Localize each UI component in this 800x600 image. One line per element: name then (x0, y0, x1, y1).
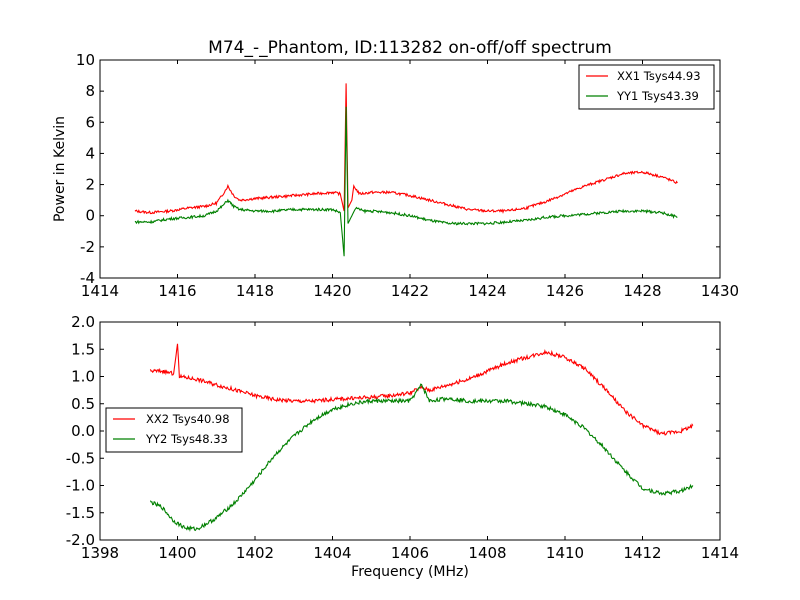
x-tick-label: 1412 (623, 544, 661, 562)
x-tick-label: 1420 (313, 282, 351, 300)
y-tick-label: 0.0 (71, 422, 95, 440)
bottom-y-ticks: -2.0 -1.5 -1.0 -0.5 0.0 0.5 1.0 1.5 2.0 (66, 313, 720, 549)
x-tick-label: 1418 (236, 282, 274, 300)
y-tick-label: 2 (85, 176, 95, 194)
y-tick-label: -4 (80, 269, 95, 287)
bottom-x-axis-label: Frequency (MHz) (351, 564, 469, 580)
legend-label-yy1: YY1 Tsys43.39 (616, 89, 699, 103)
top-series-line-2 (134, 106, 678, 257)
x-tick-label: 1422 (391, 282, 429, 300)
y-tick-label: 0.5 (71, 395, 95, 413)
top-legend: XX1 Tsys44.93 YY1 Tsys43.39 (578, 64, 715, 110)
x-tick-label: 1406 (391, 544, 429, 562)
bottom-x-ticks: 1398 1400 1402 1404 1406 1408 1410 1412 1414 (81, 322, 739, 562)
x-tick-label: 1410 (546, 544, 584, 562)
legend-label-xx1: XX1 Tsys44.93 (617, 69, 701, 83)
x-tick-label: 1416 (158, 282, 196, 300)
y-tick-label: -2.0 (66, 531, 95, 549)
y-tick-label: -2 (80, 238, 95, 256)
bottom-series-lines (149, 343, 694, 532)
top-spectrum-panel: 1414 1416 1418 1420 1422 1424 1426 1428 1430 -4-… (52, 51, 739, 300)
x-tick-label: 1408 (468, 544, 506, 562)
top-x-ticks: 1414 1416 1418 1420 1422 1424 1426 1428 1430 (81, 60, 739, 300)
y-tick-label: 8 (85, 82, 95, 100)
x-tick-label: 1426 (546, 282, 584, 300)
bottom-series-line-2 (149, 383, 694, 532)
top-y-axis-label: Power in Kelvin (52, 116, 68, 222)
y-tick-label: 4 (85, 144, 95, 162)
x-tick-label: 1400 (158, 544, 196, 562)
x-tick-label: 1402 (236, 544, 274, 562)
top-legend-box (578, 64, 715, 110)
x-tick-label: 1398 (81, 544, 119, 562)
y-tick-label: -1.5 (66, 504, 95, 522)
x-tick-label: 1404 (313, 544, 351, 562)
y-tick-label: 6 (85, 113, 95, 131)
x-tick-label: 1430 (701, 282, 739, 300)
x-tick-label: 1428 (623, 282, 661, 300)
y-tick-label: -0.5 (66, 449, 95, 467)
y-tick-label: 10 (76, 51, 95, 69)
top-series-line-1 (134, 83, 678, 215)
bottom-legend: XX2 Tsys40.98 YY2 Tsys48.33 (105, 407, 243, 453)
top-y-ticks: -4 -2 0 2 4 6 8 10 (76, 51, 720, 287)
top-series-lines (134, 83, 678, 257)
chart-title: M74_-_Phantom, ID:113282 on-off/off spec… (208, 38, 612, 58)
legend-label-yy2: YY2 Tsys48.33 (145, 432, 228, 446)
y-tick-label: 1.0 (71, 368, 95, 386)
y-tick-label: 0 (85, 207, 95, 225)
bottom-legend-box (105, 407, 243, 453)
bottom-spectrum-panel: 1398 1400 1402 1404 1406 1408 1410 1412 1414 -2.… (66, 313, 739, 580)
x-tick-label: 1414 (81, 282, 119, 300)
y-tick-label: -1.0 (66, 477, 95, 495)
legend-label-xx2: XX2 Tsys40.98 (146, 412, 230, 426)
y-tick-label: 2.0 (71, 313, 95, 331)
x-tick-label: 1414 (701, 544, 739, 562)
y-tick-label: 1.5 (71, 340, 95, 358)
x-tick-label: 1424 (468, 282, 506, 300)
